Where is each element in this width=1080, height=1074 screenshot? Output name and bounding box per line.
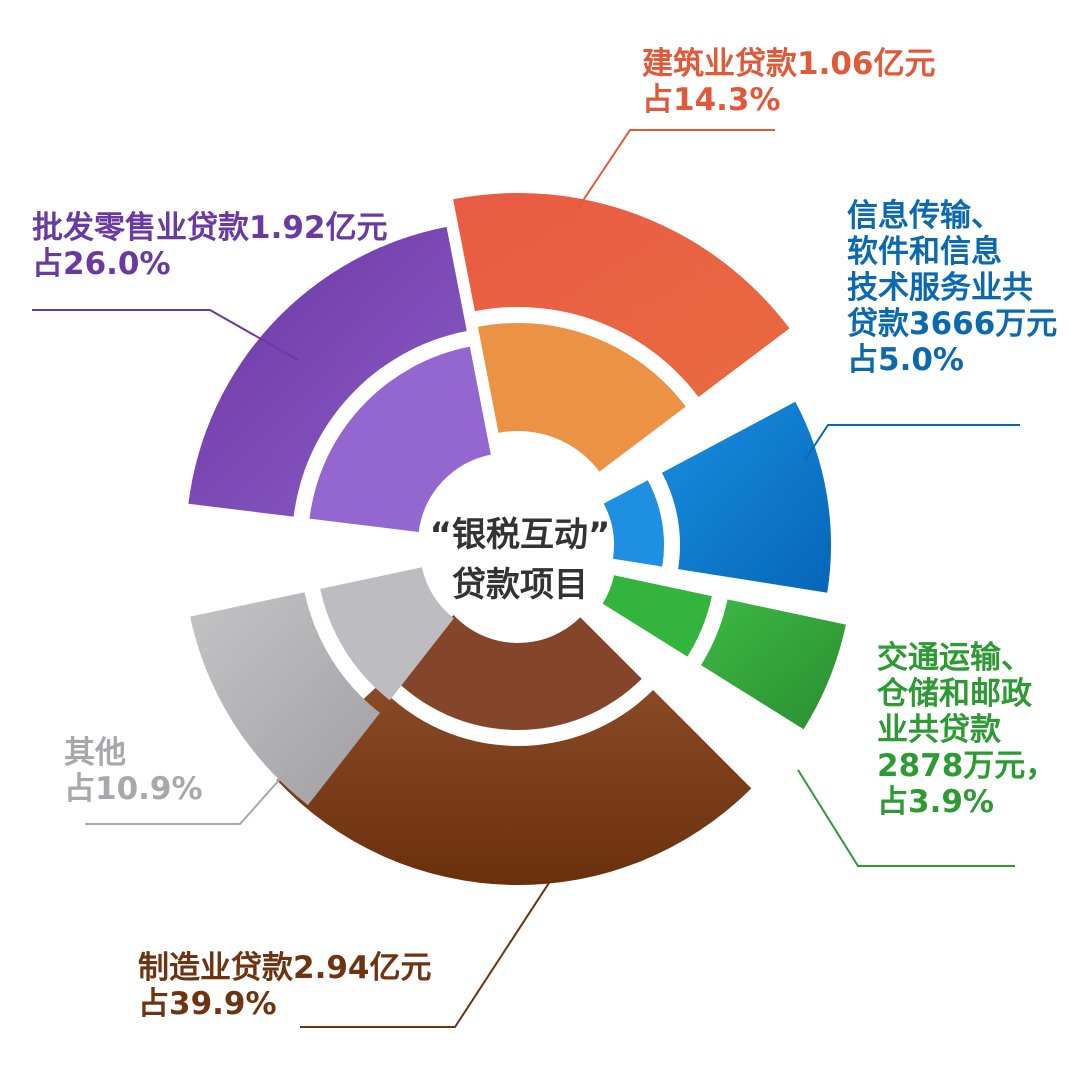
slice-label-line: 建筑业贷款1.06亿元 <box>642 46 936 82</box>
slice-label-line: 业共贷款 <box>877 712 1001 748</box>
slice-label-manufacturing: 制造业贷款2.94亿元 占39.9% <box>138 950 432 1022</box>
leader-line-construction <box>577 129 775 209</box>
slice-label-wholesale: 批发零售业贷款1.92亿元 占26.0% <box>32 210 388 282</box>
slice-label-it: 信息传输、 软件和信息 技术服务业共 贷款3666万元 占5.0% <box>847 198 1057 378</box>
center-hole <box>438 473 602 637</box>
slice-label-line: 2878万元， <box>877 748 1057 784</box>
leader-line-manufacturing <box>300 865 561 1028</box>
slice-label-line: 交通运输、 <box>877 640 1032 676</box>
center-title-line2: 贷款项目 <box>452 565 588 605</box>
slice-label-line: 贷款3666万元 <box>847 306 1058 342</box>
slice-label-line: 软件和信息 <box>847 234 1002 270</box>
slice-inner-other <box>320 567 454 701</box>
slice-other <box>190 567 454 806</box>
slice-label-line: 批发零售业贷款1.92亿元 <box>32 210 388 246</box>
slice-inner-manufacturing <box>390 615 642 730</box>
slice-label-line: 技术服务业共 <box>847 270 1033 306</box>
slice-label-line: 占39.9% <box>138 986 277 1022</box>
slice-outer-transport <box>701 599 846 730</box>
slice-outer-other <box>190 592 380 806</box>
slice-label-line: 占14.3% <box>642 82 781 118</box>
leader-line-it <box>804 424 1020 461</box>
slice-inner-transport <box>602 575 712 657</box>
slice-label-transport: 交通运输、 仓储和邮政 业共贷款 2878万元， 占3.9% <box>877 640 1056 820</box>
slice-inner-wholesale <box>309 346 491 533</box>
center-title-line1: “银税互动” <box>429 515 611 555</box>
leader-line-transport <box>797 769 1015 867</box>
slice-outer-construction <box>453 192 790 397</box>
slice-outer-wholesale <box>188 226 467 517</box>
slice-label-line: 仓储和邮政 <box>877 676 1032 712</box>
slice-label-line: 占26.0% <box>32 246 171 282</box>
slice-label-other: 其他 占10.9% <box>64 735 203 807</box>
slice-manufacturing <box>276 615 752 885</box>
slice-inner-construction <box>477 322 686 472</box>
slice-label-line: 占10.9% <box>64 771 203 807</box>
slice-wholesale <box>188 226 491 533</box>
chart-center-title: “银税互动” 贷款项目 <box>410 510 630 610</box>
slice-inner-it <box>603 480 664 567</box>
slice-it <box>603 401 832 593</box>
slice-label-line: 信息传输、 <box>847 198 1002 234</box>
leader-line-wholesale <box>32 309 299 361</box>
slice-construction <box>453 192 790 472</box>
slice-label-line: 占3.9% <box>877 784 994 820</box>
slice-label-line: 占5.0% <box>847 342 964 378</box>
leader-line-other <box>85 769 289 825</box>
slice-label-line: 制造业贷款2.94亿元 <box>138 950 432 986</box>
slice-transport <box>602 575 846 730</box>
slice-outer-manufacturing <box>276 685 752 885</box>
slice-outer-it <box>661 401 832 593</box>
slice-label-line: 其他 <box>64 735 126 771</box>
slice-label-construction: 建筑业贷款1.06亿元 占14.3% <box>642 46 936 118</box>
